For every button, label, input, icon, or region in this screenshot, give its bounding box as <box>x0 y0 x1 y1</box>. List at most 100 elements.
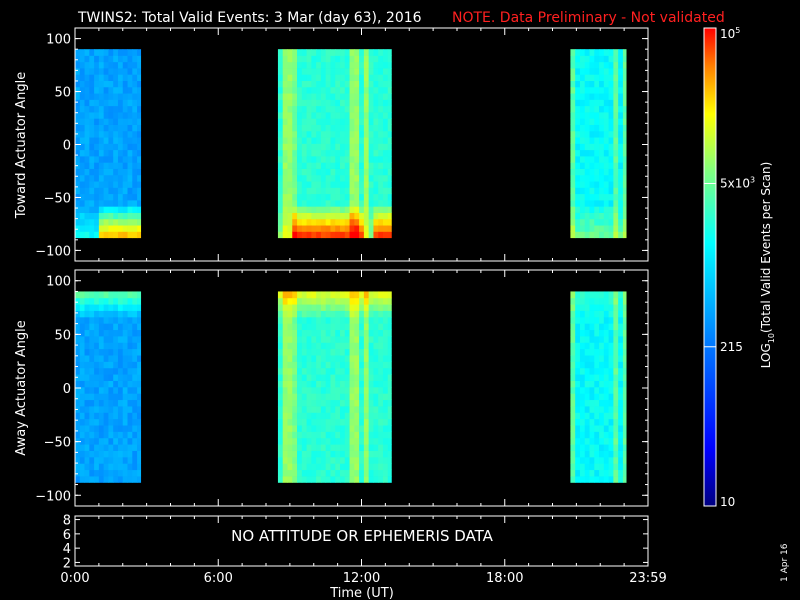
heatmap-cell <box>127 68 133 75</box>
heatmap-cell <box>132 156 138 163</box>
heatmap-cell <box>98 55 105 63</box>
heatmap-cell <box>373 374 379 381</box>
heatmap-cell <box>608 218 614 226</box>
heatmap-cell <box>282 310 288 318</box>
heatmap-cell <box>306 99 312 107</box>
heatmap-cell <box>297 425 303 432</box>
heatmap-cell <box>613 68 619 75</box>
heatmap-cell <box>622 412 627 420</box>
heatmap-cell <box>330 329 336 337</box>
heatmap-cell <box>575 68 581 75</box>
heatmap-cell <box>311 437 317 445</box>
heatmap-cell <box>113 55 119 63</box>
heatmap-cell <box>344 218 350 226</box>
heatmap-cell <box>132 143 138 151</box>
y-tick-label: −100 <box>35 244 71 259</box>
heatmap-cell <box>98 80 105 88</box>
heatmap-cell <box>579 168 586 176</box>
heatmap-cell <box>613 55 619 63</box>
heatmap-cell <box>613 431 619 439</box>
heatmap-cell <box>359 99 365 107</box>
heatmap-cell <box>301 156 307 163</box>
heatmap-cell <box>137 80 142 88</box>
heatmap-cell <box>618 212 624 220</box>
heatmap-cell <box>132 316 138 324</box>
heatmap-cell <box>613 137 619 144</box>
heatmap-cell <box>316 297 322 305</box>
heatmap-cell <box>594 291 600 299</box>
heatmap-cell <box>344 386 350 394</box>
heatmap-cell <box>311 206 317 213</box>
heatmap-cell <box>287 291 293 299</box>
heatmap-cell <box>103 380 109 388</box>
heatmap-cell <box>108 93 114 100</box>
heatmap-cell <box>75 412 81 420</box>
heatmap-cell <box>98 469 105 477</box>
heatmap-cell <box>608 310 614 318</box>
heatmap-cell <box>117 342 124 350</box>
heatmap-cell <box>94 463 100 471</box>
heatmap-cell <box>330 380 336 388</box>
heatmap-cell <box>316 168 322 176</box>
heatmap-cell <box>282 463 288 471</box>
heatmap-cell <box>368 231 374 239</box>
heatmap-cell <box>599 399 605 407</box>
heatmap-cell <box>382 355 389 362</box>
heatmap-cell <box>122 476 128 483</box>
heatmap-cell <box>320 168 327 176</box>
heatmap-cell <box>618 406 624 413</box>
heatmap-cell <box>335 393 341 401</box>
heatmap-cell <box>570 124 576 132</box>
heatmap-cell <box>113 437 119 445</box>
heatmap-cell <box>122 450 128 458</box>
heatmap-cell <box>589 348 595 356</box>
heatmap-cell <box>570 291 576 299</box>
heatmap-cell <box>282 476 288 483</box>
heatmap-cell <box>325 361 331 369</box>
heatmap-cell <box>108 124 114 132</box>
heatmap-cell <box>363 361 370 369</box>
heatmap-cell <box>344 162 350 169</box>
heatmap-cell <box>277 431 284 439</box>
heatmap-cell <box>594 476 600 483</box>
heatmap-cell <box>340 361 346 369</box>
heatmap-cell <box>387 406 392 413</box>
heatmap-cell <box>79 291 85 299</box>
heatmap-cell <box>330 476 336 483</box>
heatmap-cell <box>622 316 627 324</box>
heatmap-cell <box>330 386 336 394</box>
heatmap-cell <box>297 74 303 81</box>
heatmap-cell <box>359 61 365 69</box>
heatmap-cell <box>297 329 303 337</box>
heatmap-cell <box>340 463 346 471</box>
heatmap-cell <box>363 149 370 157</box>
heatmap-cell <box>108 297 114 305</box>
heatmap-cell <box>335 187 341 195</box>
heatmap-cell <box>127 168 133 176</box>
heatmap-cell <box>378 316 384 324</box>
heatmap-cell <box>316 304 322 311</box>
heatmap-cell <box>570 218 576 226</box>
heatmap-cell <box>622 374 627 381</box>
heatmap-cell <box>311 162 317 169</box>
heatmap-cell <box>79 380 85 388</box>
heatmap-cell <box>570 162 576 169</box>
heatmap-cell <box>325 149 331 157</box>
heatmap-cell <box>344 187 350 195</box>
heatmap-cell <box>575 323 581 331</box>
heatmap-cell <box>306 68 312 75</box>
heatmap-cell <box>325 200 331 207</box>
heatmap-cell <box>137 291 142 299</box>
heatmap-cell <box>325 431 331 439</box>
heatmap-cell <box>277 425 284 432</box>
heatmap-cell <box>594 99 600 107</box>
heatmap-cell <box>79 304 85 311</box>
heatmap-cell <box>301 187 307 195</box>
heatmap-cell <box>382 380 389 388</box>
heatmap-cell <box>292 61 298 69</box>
heatmap-cell <box>344 355 350 362</box>
heatmap-cell <box>301 174 307 182</box>
heatmap-cell <box>127 406 133 413</box>
heatmap-cell <box>354 297 360 305</box>
